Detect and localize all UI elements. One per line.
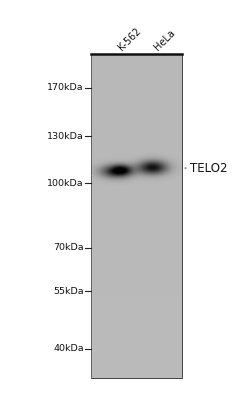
Bar [91, 297, 182, 305]
Bar [91, 273, 182, 281]
Bar [91, 354, 182, 362]
Bar [91, 78, 182, 86]
Bar [91, 135, 182, 143]
Bar [91, 119, 182, 127]
Bar [91, 192, 182, 200]
Bar [91, 62, 182, 70]
Text: K-562: K-562 [116, 26, 143, 52]
Text: 130kDa: 130kDa [47, 132, 84, 141]
Bar [91, 321, 182, 330]
Bar [91, 151, 182, 159]
Bar [91, 216, 182, 224]
Bar [91, 54, 182, 378]
Bar [91, 167, 182, 176]
Bar [91, 127, 182, 135]
Text: 170kDa: 170kDa [47, 83, 84, 92]
Bar [91, 346, 182, 354]
Bar [91, 305, 182, 313]
Text: 100kDa: 100kDa [47, 179, 84, 188]
Bar [91, 54, 182, 62]
Bar [91, 362, 182, 370]
Bar [91, 248, 182, 256]
Bar [91, 289, 182, 297]
Bar [91, 224, 182, 232]
Bar [91, 94, 182, 103]
Bar [91, 86, 182, 94]
Bar [91, 159, 182, 167]
Bar [91, 265, 182, 273]
Text: 55kDa: 55kDa [53, 287, 84, 296]
Bar [91, 70, 182, 78]
Bar [91, 330, 182, 338]
Text: TELO2: TELO2 [190, 162, 228, 174]
Bar [91, 281, 182, 289]
Bar [91, 208, 182, 216]
Bar [91, 143, 182, 151]
Bar [91, 176, 182, 184]
Bar [91, 240, 182, 248]
Text: 70kDa: 70kDa [53, 243, 84, 252]
Bar [91, 111, 182, 119]
Bar [91, 232, 182, 240]
Bar [91, 370, 182, 378]
Bar [91, 200, 182, 208]
Bar [91, 313, 182, 321]
Bar [91, 256, 182, 265]
Text: 40kDa: 40kDa [53, 344, 84, 353]
Bar [91, 184, 182, 192]
Bar [91, 103, 182, 111]
Bar [91, 338, 182, 346]
Text: HeLa: HeLa [152, 27, 177, 52]
